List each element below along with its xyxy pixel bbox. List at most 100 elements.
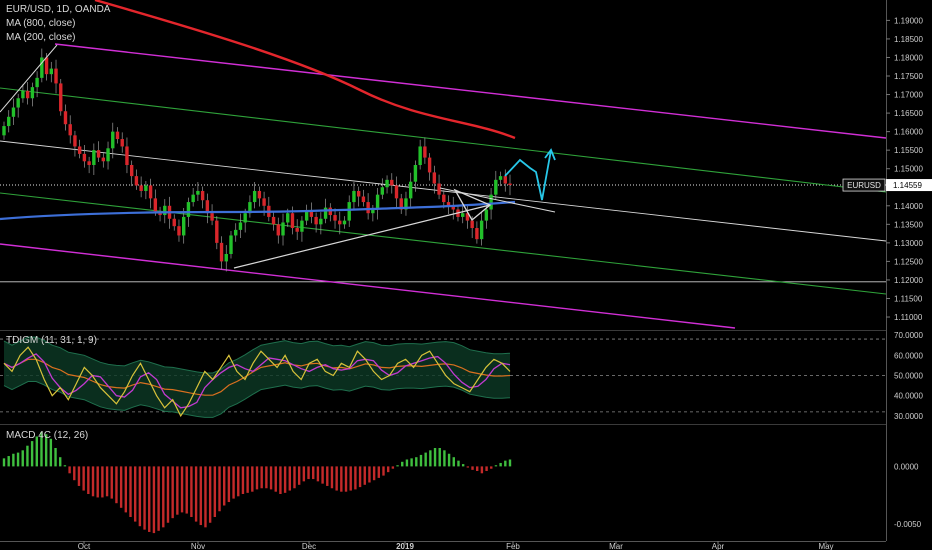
channel-mid-lower-line (0, 192, 887, 295)
candle-up (163, 205, 167, 216)
macd-bar-positive (63, 465, 67, 467)
macd-bar-negative (152, 466, 156, 534)
candle-up (286, 213, 290, 223)
candle-down (451, 205, 455, 210)
macd-tick-label: 0.0000 (894, 462, 919, 471)
macd-bar-negative (213, 466, 217, 517)
macd-label[interactable]: MACD 4C (12, 26) (6, 430, 89, 441)
macd-bar-negative (330, 466, 334, 489)
macd-bar-negative (133, 466, 137, 522)
price-tick-label: 1.13000 (894, 239, 923, 248)
macd-bar-negative (476, 466, 479, 471)
macd-bar-positive (410, 458, 413, 467)
tdi-volatility-band (4, 337, 510, 418)
price-tick-label: 1.14000 (894, 202, 923, 211)
macd-bar-negative (251, 466, 254, 492)
candle-down (423, 146, 427, 158)
candle-down (356, 190, 361, 197)
candle-down (295, 228, 299, 232)
candle-down (153, 198, 158, 212)
candle-up (252, 190, 257, 203)
macd-bar-negative (340, 466, 343, 492)
candle-up (352, 190, 356, 203)
main-legend: EUR/USD, 1D, OANDA MA (800, close) MA (2… (6, 3, 110, 45)
candle-up (319, 218, 323, 225)
candle-up (238, 222, 243, 230)
candle-up (186, 202, 191, 217)
grid-layer (0, 184, 886, 283)
candle-up (229, 235, 233, 254)
macd-bar-negative (166, 466, 170, 523)
macd-bar-positive (16, 452, 20, 467)
macd-bar-positive (30, 441, 34, 467)
candle-up (243, 213, 247, 223)
macd-bar-negative (218, 466, 221, 512)
macd-bar-negative (129, 466, 132, 517)
macd-bar-positive (396, 465, 399, 467)
macd-bar-negative (260, 466, 263, 489)
macd-bar-negative (358, 466, 362, 488)
macd-bar-positive (12, 453, 15, 467)
macd-bar-negative (241, 466, 245, 494)
macd-bar-negative (91, 466, 95, 497)
time-tick-label: Oct (78, 542, 91, 550)
candle-down (465, 213, 470, 221)
macd-bar-negative (87, 466, 90, 494)
tdi-label[interactable]: TDIGM (11, 31, 1, 9) (6, 335, 97, 346)
macd-bar-negative (466, 466, 470, 468)
macd-bar-negative (354, 466, 357, 490)
tdi-tick-label: 30.0000 (894, 412, 923, 421)
macd-legend: MACD 4C (12, 26) (6, 429, 88, 443)
ma200-label[interactable]: MA (200, close) (6, 32, 76, 43)
macd-bar-negative (204, 466, 207, 528)
candle-down (394, 185, 399, 199)
macd-bar-negative (77, 466, 81, 486)
candle-down (68, 124, 72, 136)
macd-bar-positive (419, 454, 423, 467)
candle-down (101, 157, 106, 162)
time-tick-label: Nov (191, 542, 205, 550)
macd-bar-negative (208, 466, 212, 523)
macd-bar-negative (255, 466, 259, 490)
candle-down (427, 157, 432, 173)
macd-bar-negative (148, 466, 151, 532)
macd-bar-positive (415, 457, 418, 467)
macd-bar-positive (494, 465, 498, 467)
macd-bar-positive (429, 450, 432, 467)
macd-bar-negative (227, 466, 231, 503)
candle-down (366, 202, 370, 214)
candle-down (262, 198, 266, 206)
candle-down (276, 224, 280, 236)
candle-down (508, 183, 512, 186)
candle-up (234, 229, 238, 236)
macd-bar-negative (386, 466, 390, 473)
macd-bar-negative (321, 466, 324, 484)
macd-bar-negative (391, 466, 395, 469)
macd-bar-positive (49, 438, 53, 467)
candle-down (470, 220, 474, 229)
macd-bar-negative (68, 466, 71, 474)
macd-bar-negative (485, 466, 488, 471)
symbol-title[interactable]: EUR/USD, 1D, OANDA (6, 4, 111, 15)
candle-up (300, 220, 304, 232)
macd-bar-positive (35, 436, 38, 467)
ma800-label[interactable]: MA (800, close) (6, 18, 76, 29)
candle-up (484, 209, 489, 221)
tdi-lower-band (3, 381, 511, 418)
macd-bar-negative (138, 466, 142, 527)
candle-down (446, 202, 451, 206)
candle-up (385, 179, 389, 188)
macd-bar-negative (326, 466, 329, 486)
macd-bar-positive (443, 450, 446, 467)
macd-bar-positive (405, 459, 409, 467)
candle-down (338, 220, 342, 225)
time-tick-label: 2019 (396, 542, 414, 550)
macd-bar-negative (302, 466, 306, 482)
candle-down (503, 176, 507, 184)
candle-up (106, 148, 110, 162)
price-tick-label: 1.16500 (894, 109, 923, 118)
macd-bar-positive (433, 448, 437, 467)
macd-bar-positive (21, 450, 24, 467)
macd-bar-positive (508, 459, 512, 467)
candle-up (196, 190, 200, 195)
